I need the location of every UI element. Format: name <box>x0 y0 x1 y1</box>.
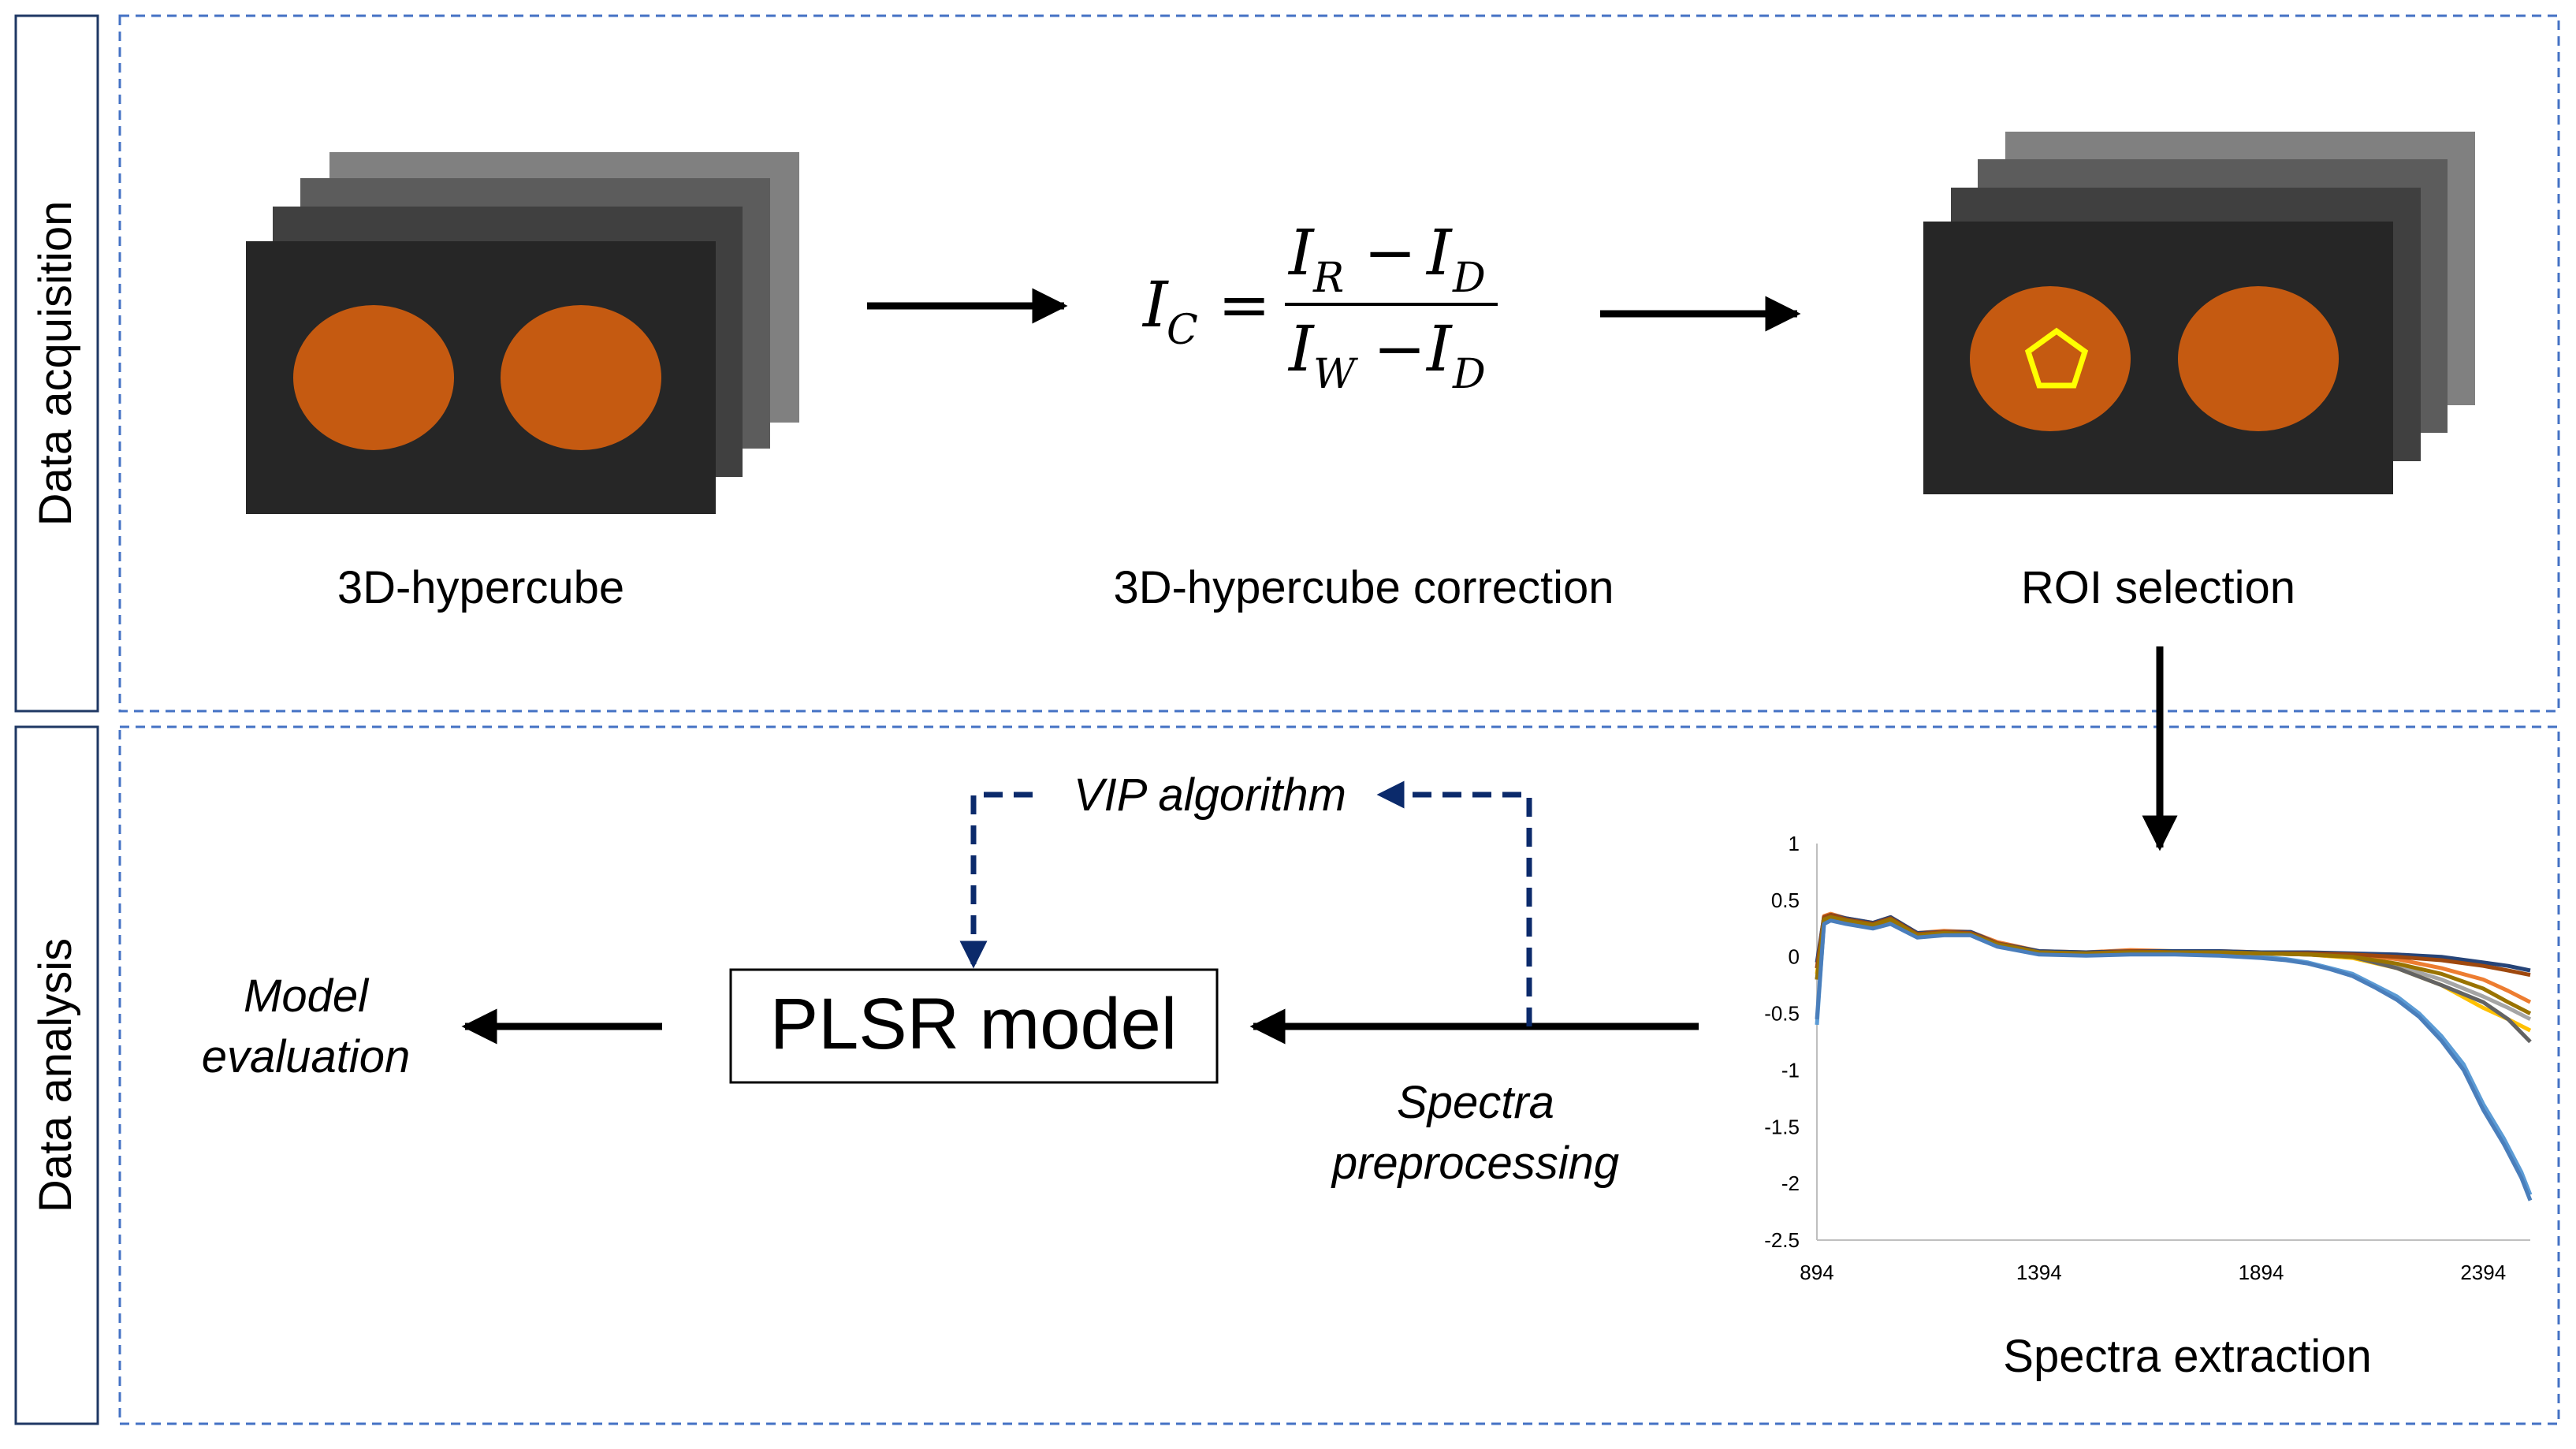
svg-text:−: − <box>1373 312 1426 386</box>
svg-text:D: D <box>1452 351 1486 398</box>
model-evaluation-label-2: evaluation <box>202 1031 410 1082</box>
y-tick-label: -1 <box>1781 1058 1800 1082</box>
roi-stack <box>1923 132 2475 494</box>
spectrum-line <box>1815 913 2531 973</box>
spectra-preprocessing-label-2: preprocessing <box>1331 1138 1619 1189</box>
hypercube-stack <box>246 152 799 514</box>
x-tick-label: 894 <box>1800 1261 1833 1284</box>
svg-text:I: I <box>1425 216 1453 289</box>
plsr-model-label: PLSR model <box>770 984 1177 1064</box>
roi-pentagon-icon <box>2024 327 2089 389</box>
acquisition-frame <box>118 14 2560 713</box>
roi-sample-right <box>2178 286 2339 431</box>
roi-label: ROI selection <box>2021 562 2295 613</box>
svg-text:W: W <box>1313 351 1358 398</box>
svg-text:R: R <box>1312 255 1344 302</box>
sample-right <box>501 305 661 450</box>
y-tick-label: -2 <box>1781 1171 1800 1195</box>
y-tick-label: 1 <box>1789 832 1800 855</box>
vip-dashed-down <box>959 792 1033 969</box>
x-tick-label: 1394 <box>2016 1261 2062 1284</box>
spectra-preprocessing-label-1: Spectra <box>1397 1077 1554 1128</box>
svg-text:I: I <box>1141 268 1169 341</box>
spectrum-line <box>1815 918 2533 1201</box>
svg-text:I: I <box>1425 312 1453 386</box>
model-evaluation-label-1: Model <box>244 970 370 1022</box>
y-tick-label: -0.5 <box>1764 1002 1800 1026</box>
plsr-model-box <box>729 968 1219 1084</box>
sample-left <box>293 305 454 450</box>
roi-sample-left <box>1970 286 2131 431</box>
x-tick-label: 1894 <box>2239 1261 2284 1284</box>
correction-formula: I C = I R − I D I W − I D <box>1141 216 1498 398</box>
y-tick-label: -2.5 <box>1764 1228 1800 1252</box>
svg-text:=: = <box>1218 268 1271 341</box>
svg-text:I: I <box>1287 216 1315 289</box>
svg-text:D: D <box>1452 255 1486 302</box>
vip-label: VIP algorithm <box>1074 769 1346 821</box>
spectra-extraction-label: Spectra extraction <box>2003 1331 2371 1382</box>
svg-text:I: I <box>1287 312 1315 386</box>
x-tick-label: 2394 <box>2460 1261 2506 1284</box>
correction-label: 3D-hypercube correction <box>1113 562 1614 613</box>
svg-text:−: − <box>1364 216 1416 289</box>
hypercube-label: 3D-hypercube <box>337 562 624 613</box>
section-title-analysis: Data analysis <box>30 938 81 1212</box>
acquisition-label-box <box>14 14 99 713</box>
analysis-frame <box>118 725 2560 1425</box>
y-tick-label: 0.5 <box>1771 888 1800 912</box>
analysis-label-box <box>14 725 99 1425</box>
y-tick-label: -1.5 <box>1764 1115 1800 1138</box>
vip-dashed-up <box>1376 780 1532 1026</box>
section-title-acquisition: Data acquisition <box>30 201 81 527</box>
spectrum-line <box>1815 914 2532 1015</box>
y-tick-label: 0 <box>1789 945 1800 969</box>
svg-text:C: C <box>1167 307 1198 354</box>
